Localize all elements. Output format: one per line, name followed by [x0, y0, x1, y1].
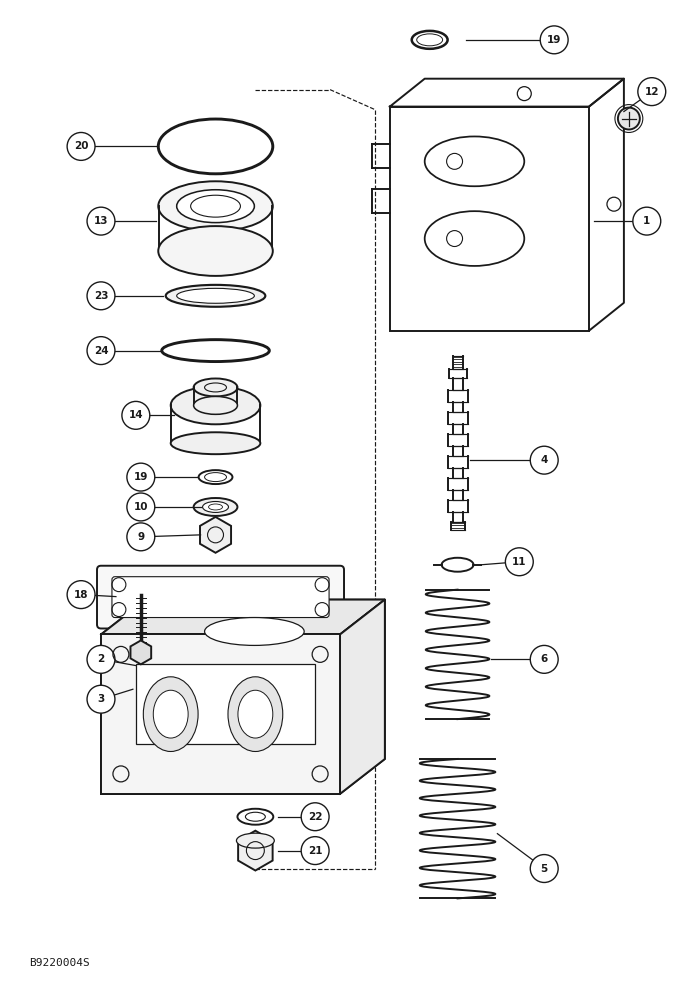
Ellipse shape: [158, 226, 273, 276]
Ellipse shape: [193, 498, 237, 516]
Ellipse shape: [166, 285, 265, 307]
Circle shape: [87, 207, 115, 235]
Ellipse shape: [158, 181, 273, 231]
Circle shape: [530, 645, 558, 673]
Polygon shape: [101, 634, 340, 794]
FancyBboxPatch shape: [112, 577, 329, 618]
Ellipse shape: [177, 288, 254, 303]
Circle shape: [122, 401, 150, 429]
Ellipse shape: [203, 501, 228, 512]
Ellipse shape: [171, 432, 260, 454]
Polygon shape: [101, 600, 385, 634]
Text: 2: 2: [97, 654, 104, 664]
Circle shape: [618, 108, 640, 129]
Text: 6: 6: [541, 654, 548, 664]
Text: B9220004S: B9220004S: [29, 958, 90, 968]
Circle shape: [638, 78, 666, 106]
Circle shape: [301, 837, 329, 865]
Circle shape: [67, 132, 95, 160]
Text: 23: 23: [94, 291, 109, 301]
Ellipse shape: [171, 386, 260, 424]
Ellipse shape: [153, 690, 188, 738]
Text: 1: 1: [643, 216, 651, 226]
Text: 19: 19: [134, 472, 148, 482]
Text: 11: 11: [512, 557, 527, 567]
Circle shape: [87, 337, 115, 365]
Text: 14: 14: [129, 410, 143, 420]
Circle shape: [530, 446, 558, 474]
Text: 18: 18: [74, 590, 88, 600]
Ellipse shape: [193, 378, 237, 396]
Text: 12: 12: [644, 87, 659, 97]
Ellipse shape: [238, 690, 273, 738]
Circle shape: [540, 26, 568, 54]
Circle shape: [87, 685, 115, 713]
Ellipse shape: [228, 677, 283, 751]
Ellipse shape: [237, 809, 274, 825]
Ellipse shape: [237, 833, 274, 848]
Circle shape: [87, 282, 115, 310]
Circle shape: [127, 523, 155, 551]
Circle shape: [530, 855, 558, 882]
Circle shape: [67, 581, 95, 609]
Circle shape: [505, 548, 533, 576]
Circle shape: [127, 493, 155, 521]
Text: 10: 10: [134, 502, 148, 512]
Ellipse shape: [193, 396, 237, 414]
Ellipse shape: [177, 190, 254, 223]
Text: 19: 19: [547, 35, 562, 45]
Text: 9: 9: [137, 532, 144, 542]
Circle shape: [127, 463, 155, 491]
Text: 5: 5: [541, 864, 548, 874]
Bar: [136, 664, 315, 744]
Circle shape: [87, 645, 115, 673]
Polygon shape: [101, 634, 340, 794]
Text: 4: 4: [541, 455, 548, 465]
Text: 21: 21: [308, 846, 322, 856]
Text: 24: 24: [94, 346, 109, 356]
Ellipse shape: [205, 618, 304, 645]
Polygon shape: [340, 600, 385, 794]
Text: 13: 13: [94, 216, 109, 226]
Text: 3: 3: [97, 694, 104, 704]
Circle shape: [301, 803, 329, 831]
Circle shape: [633, 207, 661, 235]
FancyBboxPatch shape: [97, 566, 344, 628]
Ellipse shape: [143, 677, 198, 751]
Text: 20: 20: [74, 141, 88, 151]
Text: 22: 22: [308, 812, 322, 822]
